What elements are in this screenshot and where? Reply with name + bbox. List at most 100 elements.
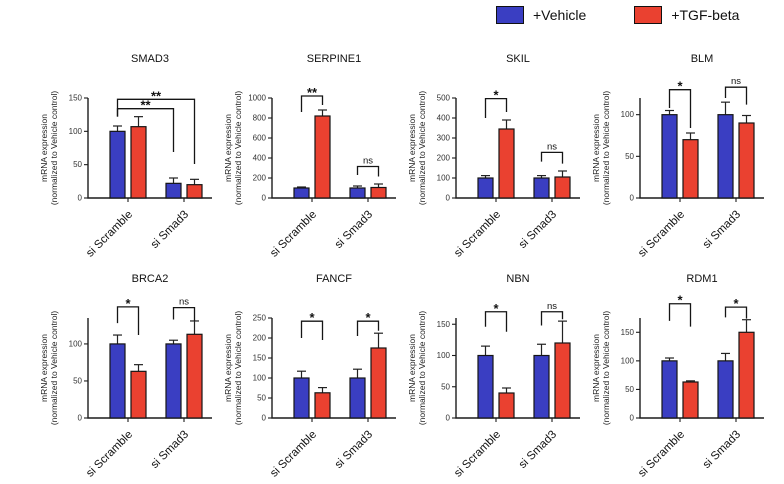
y-tick-label: 100: [69, 339, 83, 348]
bar-vehicle: [533, 177, 550, 199]
y-tick-label: 300: [437, 134, 451, 143]
chart-title: BRCA2: [132, 273, 169, 285]
y-axis-label-line1: mRNA expression: [223, 114, 233, 182]
axes: [87, 98, 212, 199]
significance-bracket: [116, 306, 140, 336]
chart-svg: SMAD3 mRNA expression (normalized to Vehic…: [39, 53, 212, 260]
significance-bracket: [668, 303, 692, 327]
chart-brca2: BRCA2 mRNA expression (normalized to Vehic…: [36, 266, 220, 480]
y-tick-label: 100: [621, 110, 635, 119]
significance-label: *: [365, 310, 371, 325]
y-axis-label-line1: mRNA expression: [39, 114, 49, 182]
chart-title: NBN: [506, 273, 529, 285]
chart-serpine1: SERPINE1 mRNA expression (normalized to Ve…: [220, 46, 404, 260]
chart-title: SMAD3: [131, 53, 169, 65]
chart-svg: BRCA2 mRNA expression (normalized to Vehic…: [39, 273, 212, 480]
significance-label: *: [309, 310, 315, 325]
bar-tgf-beta: [682, 139, 699, 199]
y-axis-label-line1: mRNA expression: [407, 114, 417, 182]
y-tick-label: 150: [253, 354, 267, 363]
chart-title: SERPINE1: [307, 53, 361, 65]
y-tick-label: 100: [69, 127, 83, 136]
bar-vehicle: [349, 187, 366, 199]
y-tick-label: 100: [437, 351, 451, 360]
bar-tgf-beta: [554, 342, 571, 419]
significance-label: ns: [363, 156, 373, 167]
y-axis-label-line1: mRNA expression: [39, 334, 49, 402]
bar-vehicle: [477, 177, 494, 199]
y-tick-label: 100: [253, 374, 267, 383]
x-category-label: si Smad3: [149, 209, 191, 251]
significance-bracket: [724, 306, 748, 319]
y-tick-label: 200: [253, 334, 267, 343]
significance-bracket: [484, 97, 508, 118]
chart-title: SKIL: [506, 53, 530, 65]
legend: +Vehicle +TGF-beta: [496, 6, 739, 24]
y-tick-label: 250: [253, 314, 267, 323]
bar-vehicle: [661, 114, 678, 199]
chart-smad3: SMAD3 mRNA expression (normalized to Vehic…: [36, 46, 220, 260]
chart-title: RDM1: [686, 273, 717, 285]
y-tick-label: 0: [262, 414, 267, 423]
bar-tgf-beta: [498, 128, 515, 199]
legend-item-tgf-beta: +TGF-beta: [634, 6, 739, 24]
bar-tgf-beta: [186, 333, 203, 419]
y-axis-label-line2: (normalized to Vehicle control): [601, 311, 611, 426]
y-tick-label: 0: [630, 194, 635, 203]
bar-vehicle: [717, 114, 734, 199]
significance-label: ns: [547, 301, 557, 312]
significance-label: ns: [179, 297, 189, 308]
chart-svg: NBN mRNA expression (normalized to Vehicle…: [407, 273, 580, 480]
y-tick-label: 100: [621, 356, 635, 365]
bar-vehicle: [477, 354, 494, 419]
y-tick-label: 50: [441, 382, 450, 391]
bar-tgf-beta: [186, 184, 203, 199]
bar-tgf-beta: [370, 347, 387, 419]
significance-label: **: [140, 98, 151, 113]
x-category-label: si Scramble: [268, 209, 319, 260]
bar-vehicle: [661, 360, 678, 419]
significance-label: *: [677, 293, 683, 308]
significance-label: **: [307, 85, 318, 100]
bar-tgf-beta: [498, 392, 515, 419]
x-category-label: si Scramble: [84, 429, 135, 480]
significance-label: ns: [731, 76, 741, 87]
significance-bracket: [540, 151, 564, 164]
significance-bracket: [724, 86, 748, 105]
bar-vehicle: [109, 130, 126, 199]
chart-title: FANCF: [316, 273, 352, 285]
bar-tgf-beta: [130, 126, 147, 199]
bar-vehicle: [717, 360, 734, 419]
bar-vehicle: [165, 343, 182, 419]
vehicle-color-swatch: [496, 6, 524, 24]
x-category-label: si Smad3: [149, 429, 191, 471]
y-axis-label-line1: mRNA expression: [591, 114, 601, 182]
x-category-label: si Smad3: [701, 209, 743, 251]
y-axis-label-line2: (normalized to Vehicle control): [233, 91, 243, 206]
chart-svg: RDM1 mRNA expression (normalized to Vehicl…: [591, 273, 764, 480]
bar-vehicle: [533, 354, 550, 419]
y-axis-label-line2: (normalized to Vehicle control): [233, 311, 243, 426]
chart-svg: SERPINE1 mRNA expression (normalized to Ve…: [223, 53, 396, 260]
y-tick-label: 150: [621, 328, 635, 337]
y-tick-label: 400: [253, 154, 267, 163]
bar-tgf-beta: [554, 176, 571, 199]
chart-nbn: NBN mRNA expression (normalized to Vehicle…: [404, 266, 588, 480]
y-tick-label: 50: [257, 394, 266, 403]
bar-tgf-beta: [370, 186, 387, 199]
significance-label: *: [125, 296, 131, 311]
bar-tgf-beta: [682, 381, 699, 419]
bar-vehicle: [349, 377, 366, 419]
y-axis-label-line2: (normalized to Vehicle control): [49, 311, 59, 426]
chart-fancf: FANCF mRNA expression (normalized to Vehic…: [220, 266, 404, 480]
bar-vehicle: [293, 377, 310, 419]
y-tick-label: 0: [78, 194, 83, 203]
y-axis-label-line2: (normalized to Vehicle control): [601, 91, 611, 206]
y-tick-label: 800: [253, 114, 267, 123]
y-tick-label: 50: [625, 385, 634, 394]
bar-tgf-beta: [130, 370, 147, 419]
y-tick-label: 0: [262, 194, 267, 203]
significance-label: *: [493, 88, 499, 103]
significance-label: ns: [547, 141, 557, 152]
